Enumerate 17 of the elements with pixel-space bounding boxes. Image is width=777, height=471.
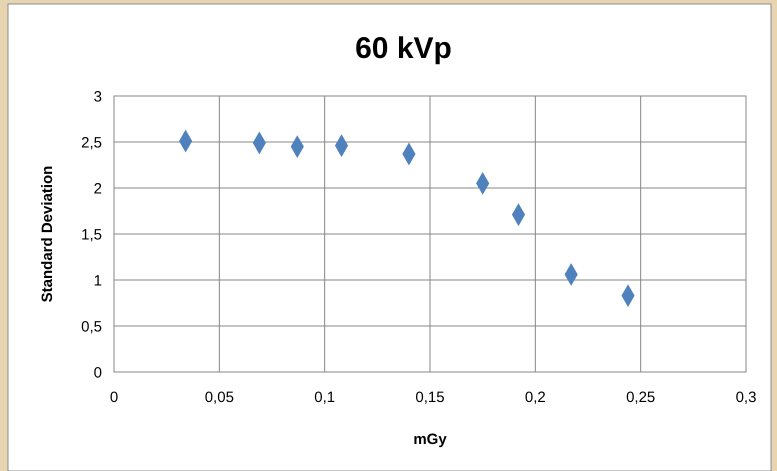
y-tick-label: 2,5 — [81, 134, 102, 152]
y-axis-title: Standard Deviation — [39, 166, 56, 302]
x-tick-label: 0,1 — [314, 389, 336, 406]
x-tick-label: 0 — [110, 389, 118, 406]
x-tick-label: 0,2 — [524, 389, 546, 406]
y-tick-label: 3 — [94, 88, 102, 106]
x-axis-title: mGy — [413, 431, 448, 448]
y-tick-label: 0 — [94, 364, 102, 382]
x-tick-label: 0,3 — [736, 389, 756, 406]
y-tick-label: 1,5 — [81, 226, 102, 244]
chart-title: 60 kVp — [355, 32, 452, 65]
y-tick-label: 0,5 — [81, 318, 102, 336]
x-tick-label: 0,25 — [626, 389, 656, 406]
x-tick-label: 0,05 — [204, 389, 234, 406]
x-tick-label: 0,15 — [415, 389, 445, 406]
y-tick-label: 1 — [94, 272, 102, 290]
y-tick-label: 2 — [94, 180, 102, 198]
